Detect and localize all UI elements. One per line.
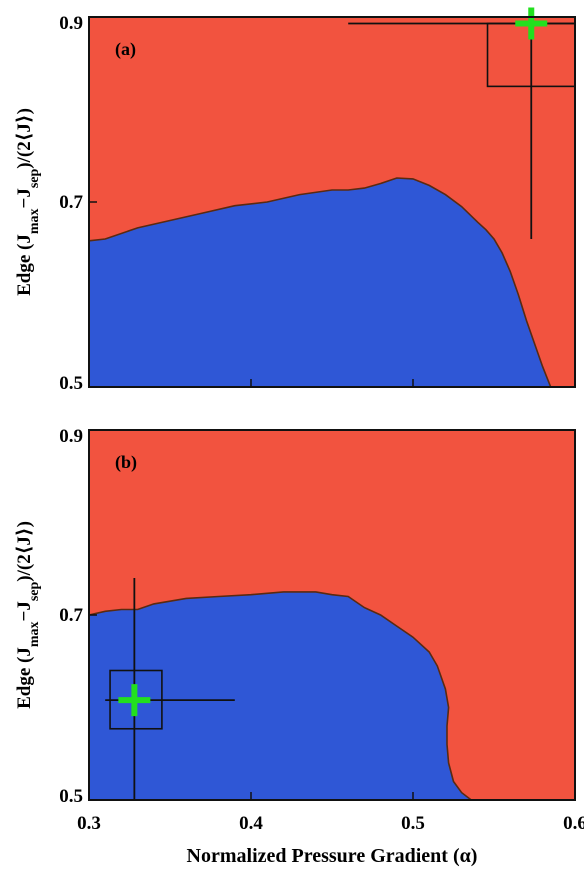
panel-a-y-axis-label: Edge (Jmax−Jsep)/(2⟨J⟩): [14, 108, 42, 296]
panel-b-y-ticks: 0.5 0.7 0.9: [59, 426, 97, 807]
panel-a-label: (a): [115, 39, 136, 60]
panel-b-lower-region: [89, 591, 472, 800]
y-tick-label: 0.5: [59, 373, 83, 394]
y-tick-label: 0.7: [59, 192, 83, 213]
y-tick-label: 0.5: [59, 786, 83, 807]
x-axis-label: Normalized Pressure Gradient (α): [187, 845, 478, 867]
panel-a-x-ticks: [88, 379, 576, 387]
x-tick-label: 0.4: [239, 813, 263, 834]
panel-a-marker: [515, 7, 548, 40]
uncertainty-box: [109, 669, 163, 730]
panel-b-boundary-line: [88, 591, 472, 801]
x-tick-label: 0.5: [401, 813, 425, 834]
panel-b-y-axis-label: Edge (Jmax−Jsep)/(2⟨J⟩): [14, 521, 42, 709]
panel-a-y-ticks: 0.5 0.7 0.9: [59, 13, 97, 394]
y-tick-label: 0.9: [59, 426, 83, 447]
x-tick-label: 0.3: [77, 813, 101, 834]
panel-b-marker: [118, 684, 151, 717]
y-tick-label: 0.9: [59, 13, 83, 34]
x-tick-label: 0.6: [563, 813, 584, 834]
panel-b-label: (b): [115, 452, 137, 473]
panel-a: (a) 0.5 0.7 0.9 Edge (Jmax−Jsep)/(2⟨J⟩): [14, 7, 576, 394]
panel-b: (b) 0.5 0.7 0.9 0.3 0.4 0.5 0.6 Edge (Jmax−Js…: [14, 426, 584, 867]
panel-b-x-ticks: 0.3 0.4 0.5 0.6: [77, 792, 584, 834]
y-tick-label: 0.7: [59, 605, 83, 626]
panel-a-lower-region: [89, 178, 551, 387]
panel-a-boundary-line: [88, 177, 552, 388]
